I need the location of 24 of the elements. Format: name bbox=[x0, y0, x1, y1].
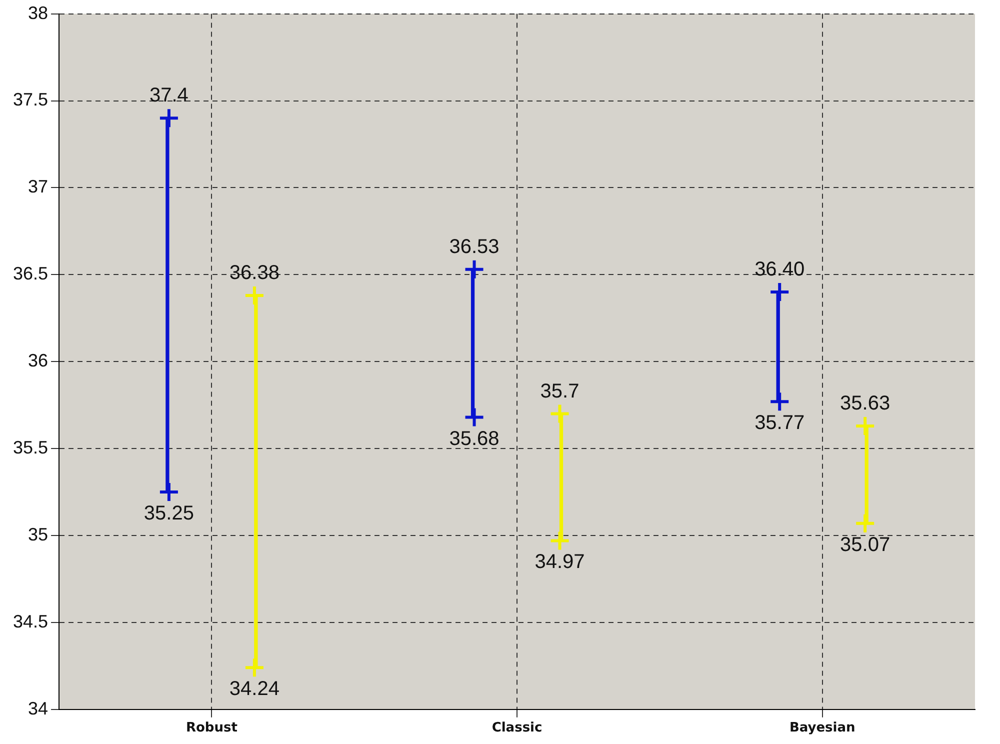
y-tick-label: 35 bbox=[28, 524, 48, 544]
data-label: 36.40 bbox=[754, 258, 805, 281]
data-label: 35.63 bbox=[840, 392, 890, 414]
y-tick-label: 34.5 bbox=[12, 611, 48, 632]
data-label: 36.38 bbox=[229, 262, 280, 284]
data-label: 34.24 bbox=[229, 678, 280, 700]
x-tick-label: Classic bbox=[492, 720, 542, 736]
x-tick-label: Bayesian bbox=[789, 720, 856, 736]
data-label: 35.07 bbox=[840, 534, 890, 556]
data-label: 34.97 bbox=[534, 551, 585, 574]
data-label: 35.7 bbox=[540, 380, 580, 402]
y-tick-label: 37 bbox=[28, 176, 48, 197]
y-tick-label: 34 bbox=[28, 698, 48, 718]
y-tick-label: 35.5 bbox=[12, 438, 48, 458]
data-label: 35.68 bbox=[449, 428, 500, 450]
y-tick-label: 37.5 bbox=[12, 90, 48, 110]
y-tick-label: 38 bbox=[28, 2, 48, 23]
x-tick-label: Robust bbox=[186, 720, 238, 736]
data-label: 35.77 bbox=[754, 412, 805, 434]
data-label: 37.4 bbox=[149, 84, 188, 107]
data-label: 36.53 bbox=[449, 236, 500, 258]
data-label: 35.25 bbox=[144, 502, 194, 525]
y-tick-label: 36.5 bbox=[12, 264, 48, 284]
y-tick-label: 36 bbox=[28, 350, 48, 371]
